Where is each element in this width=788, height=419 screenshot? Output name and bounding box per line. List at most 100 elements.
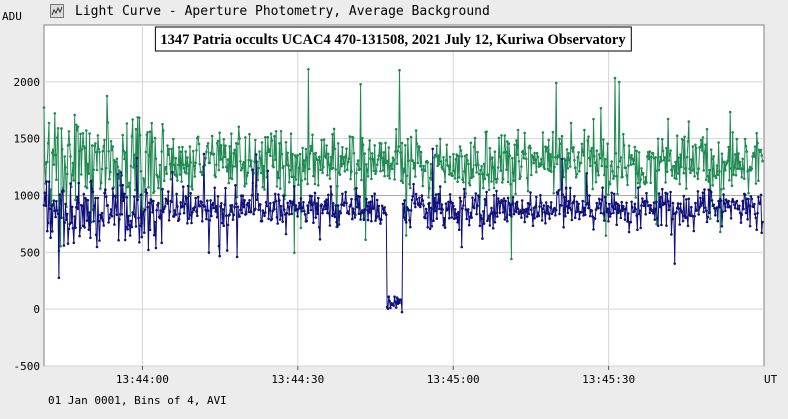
data-point-target [202,152,206,156]
data-point-target [122,199,125,203]
data-point-target [637,212,641,216]
data-point-comparison [690,158,693,161]
data-point-comparison [709,148,713,151]
data-point-target [194,196,197,200]
data-point-comparison [75,123,78,127]
data-point-target [100,211,104,215]
data-point-comparison [573,159,576,162]
data-point-target [323,200,327,203]
data-point-target [659,196,662,199]
data-point-target [260,219,264,223]
x-tick-label: 13:45:00 [427,373,480,386]
data-point-target [341,192,344,196]
data-point-target [61,188,65,192]
data-point-comparison [581,150,584,154]
data-point-comparison [364,238,367,241]
data-point-target [515,210,518,214]
data-point-comparison [395,162,399,165]
data-point-target [98,239,101,242]
data-point-target [458,196,462,200]
data-point-target [682,194,686,198]
data-point-comparison [94,142,97,145]
data-point-comparison [607,193,610,196]
data-point-target [320,203,323,206]
data-point-target [141,213,144,216]
data-point-target [375,216,378,220]
data-point-comparison [327,163,331,167]
data-point-target [721,210,725,214]
data-point-target [484,203,488,207]
data-point-comparison [67,130,71,133]
data-point-comparison [649,181,652,185]
data-point-target [49,236,52,239]
data-point-target [419,202,423,206]
data-point-target [342,204,346,207]
data-point-comparison [419,165,422,168]
data-point-comparison [208,161,212,165]
data-point-comparison [628,156,632,159]
data-point-comparison [274,130,278,133]
data-point-comparison [148,130,152,133]
data-point-comparison [645,181,648,184]
data-point-target [494,211,498,215]
y-tick-label: -500 [14,360,41,373]
data-point-comparison [491,166,495,169]
data-point-comparison [51,148,55,152]
data-point-target [71,226,75,230]
data-point-target [136,198,139,202]
data-point-comparison [553,165,556,169]
data-point-comparison [731,131,734,134]
data-point-target [329,185,333,188]
data-point-target [53,209,57,212]
data-point-comparison [496,177,499,181]
data-point-comparison [151,140,154,143]
data-point-comparison [492,186,496,190]
data-point-comparison [350,170,353,173]
data-point-target [470,216,473,219]
data-point-target [225,249,229,252]
data-point-comparison [327,152,330,156]
data-point-comparison [603,173,606,177]
data-point-target [716,219,720,223]
data-point-comparison [198,162,202,166]
data-point-comparison [549,170,553,173]
data-point-target [423,216,427,220]
x-tick-label: 13:44:30 [271,373,324,386]
data-point-comparison [375,170,378,173]
data-point-target [140,235,144,239]
data-point-target [534,205,537,208]
data-point-comparison [702,169,705,172]
data-point-comparison [329,155,333,159]
data-point-target [330,193,333,196]
y-tick-label: 2000 [14,76,41,89]
series-layer [42,68,764,314]
data-point-target [62,244,66,247]
data-point-target [482,210,485,213]
data-point-comparison [761,159,764,163]
data-point-target [145,191,149,195]
data-point-target [160,241,163,245]
data-point-comparison [157,175,161,178]
data-point-target [44,204,47,207]
data-point-comparison [566,167,570,170]
data-point-comparison [185,172,188,175]
data-point-comparison [499,169,503,172]
data-point-comparison [333,147,337,151]
data-point-target [703,188,706,191]
data-point-target [448,193,452,196]
data-point-target [377,204,381,208]
data-point-comparison [477,172,481,176]
footer-info: 01 Jan 0001, Bins of 4, AVI [48,394,227,407]
data-point-target [183,202,187,206]
data-point-comparison [314,151,318,155]
data-point-comparison [722,187,725,190]
data-point-comparison [472,175,475,178]
data-point-target [467,223,471,227]
data-point-target [585,172,589,175]
data-point-comparison [567,152,570,155]
data-point-target [357,212,361,215]
data-point-comparison [155,173,158,176]
data-point-comparison [96,134,100,137]
data-point-target [564,214,567,218]
data-point-target [496,197,500,200]
